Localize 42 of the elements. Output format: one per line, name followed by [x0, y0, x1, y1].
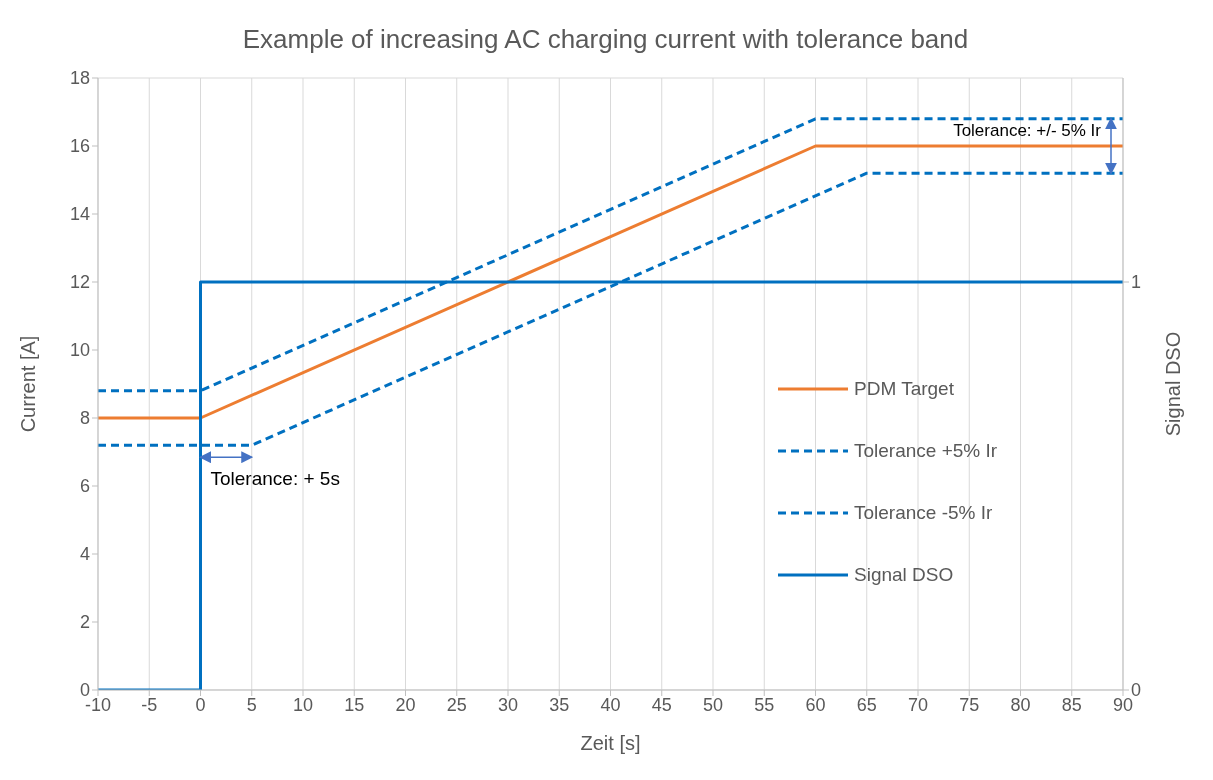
y-tick-label: 12: [69, 272, 90, 293]
y-axis-title: Current [A]: [17, 335, 40, 433]
chart-title: Example of increasing AC charging current with tolerance band: [241, 23, 970, 56]
y2-axis-title: Signal DSO: [1162, 331, 1185, 437]
y2-tick-label: 1: [1131, 272, 1142, 293]
annotation: Tolerance: +/- 5% Ir: [953, 120, 1102, 140]
y-tick-label: 8: [79, 408, 90, 429]
y-tick-label: 14: [69, 204, 90, 225]
y-tick-label: 18: [69, 68, 90, 89]
x-tick-label: 70: [907, 694, 929, 715]
x-tick-label: 75: [959, 694, 980, 715]
y-tick-label: 16: [69, 136, 90, 157]
legend-label: Tolerance -5% Ir: [854, 502, 993, 524]
x-tick-label: 20: [395, 694, 416, 715]
legend-label: Signal DSO: [854, 564, 954, 586]
x-tick-label: 50: [702, 694, 724, 715]
legend-label: PDM Target: [854, 378, 954, 400]
x-tick-label: 35: [549, 694, 570, 715]
y2-tick-label: 0: [1131, 680, 1142, 701]
y-tick-label: 4: [79, 544, 90, 565]
x-tick-label: -5: [141, 694, 158, 715]
x-tick-label: 25: [446, 694, 467, 715]
x-tick-label: 10: [292, 694, 314, 715]
x-tick-label: 85: [1061, 694, 1082, 715]
x-tick-label: 60: [805, 694, 826, 715]
x-tick-label: 80: [1010, 694, 1031, 715]
y-tick-label: 6: [79, 476, 90, 497]
x-tick-label: 0: [195, 694, 206, 715]
x-tick-label: 30: [497, 694, 519, 715]
x-tick-label: 65: [856, 694, 877, 715]
x-tick-label: 40: [600, 694, 621, 715]
x-tick-label: 90: [1112, 694, 1134, 715]
x-tick-label: 45: [651, 694, 672, 715]
x-axis-title: Zeit [s]: [580, 732, 641, 754]
y-tick-label: 0: [79, 680, 90, 701]
x-tick-label: 5: [246, 694, 257, 715]
y-tick-label: 10: [69, 340, 90, 361]
y-tick-label: 2: [79, 612, 90, 633]
x-tick-label: 55: [754, 694, 775, 715]
legend-label: Tolerance +5% Ir: [854, 440, 998, 462]
annotation: Tolerance: + 5s: [210, 468, 340, 490]
x-tick-label: 15: [344, 694, 365, 715]
